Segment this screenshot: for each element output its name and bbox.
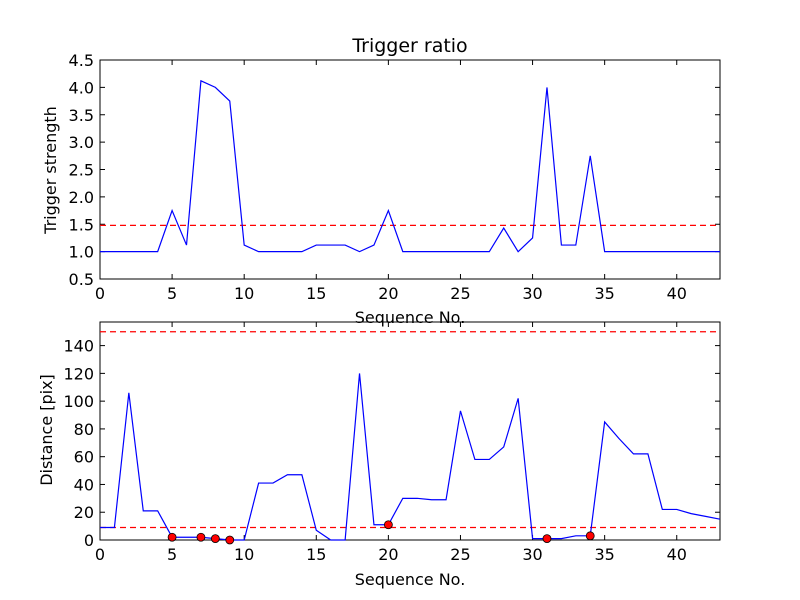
y-axis-label: Distance [pix]: [37, 374, 56, 486]
trigger-marker: [585, 531, 595, 541]
trigger-marker: [383, 520, 393, 530]
trigger-marker: [542, 534, 552, 544]
y-tick-label: 4.0: [69, 78, 94, 97]
y-tick-label: 100: [63, 392, 94, 411]
x-tick-label: 40: [667, 284, 687, 303]
x-tick-label: 20: [378, 545, 398, 564]
x-tick-label: 35: [594, 284, 614, 303]
series-line: [100, 79, 720, 253]
y-tick-label: 0.5: [69, 270, 94, 289]
x-tick-label: 30: [522, 545, 542, 564]
x-tick-label: 0: [95, 284, 105, 303]
x-tick-label: 5: [167, 284, 177, 303]
x-axis-label: Sequence No.: [355, 308, 466, 327]
y-tick-label: 2.5: [69, 161, 94, 180]
x-tick-label: 15: [306, 284, 326, 303]
trigger-marker: [167, 532, 177, 542]
y-axis-label: Trigger strength: [41, 106, 60, 235]
y-tick-label: 3.0: [69, 133, 94, 152]
x-tick-label: 10: [234, 284, 254, 303]
x-tick-label: 0: [95, 545, 105, 564]
y-tick-label: 1.0: [69, 243, 94, 262]
x-tick-label: 40: [667, 545, 687, 564]
plot-area: 0 5 10 15 20 25 30 35 40 0 20 40 60 80 100 120 140: [63, 321, 721, 564]
plot-area: 0 5 10 15 20 25 30 35 40 0.5 1.0 1.5 2.0 2.5 3.0 3.5 4.0…: [69, 51, 721, 303]
y-tick-label: 2.0: [69, 188, 94, 207]
x-tick-label: 25: [450, 545, 470, 564]
x-tick-label: 5: [167, 545, 177, 564]
y-tick-label: 1.5: [69, 215, 94, 234]
x-tick-label: 20: [378, 284, 398, 303]
x-axis-label: Sequence No.: [355, 570, 466, 589]
chart-title: Trigger ratio: [351, 35, 467, 57]
x-tick-label: 10: [234, 545, 254, 564]
y-tick-label: 40: [74, 475, 94, 494]
trigger-marker: [225, 535, 235, 545]
trigger-marker: [210, 534, 220, 544]
y-tick-label: 60: [74, 448, 94, 467]
y-tick-label: 20: [74, 503, 94, 522]
x-tick-label: 15: [306, 545, 326, 564]
distance-chart: Sequence No. Distance [pix] 0 5 10 15 20 25 30…: [37, 321, 721, 589]
y-tick-label: 4.5: [69, 51, 94, 70]
y-tick-label: 0: [84, 531, 94, 550]
y-tick-label: 140: [63, 337, 94, 356]
x-tick-label: 35: [594, 545, 614, 564]
trigger-marker: [196, 532, 206, 542]
axes-frame: [99, 321, 721, 541]
x-tick-label: 30: [522, 284, 542, 303]
y-tick-label: 80: [74, 420, 94, 439]
trigger-ratio-chart: Trigger ratio Sequence No. Trigger stren…: [41, 35, 721, 327]
y-tick-label: 120: [63, 364, 94, 383]
x-tick-label: 25: [450, 284, 470, 303]
y-tick-label: 3.5: [69, 106, 94, 125]
